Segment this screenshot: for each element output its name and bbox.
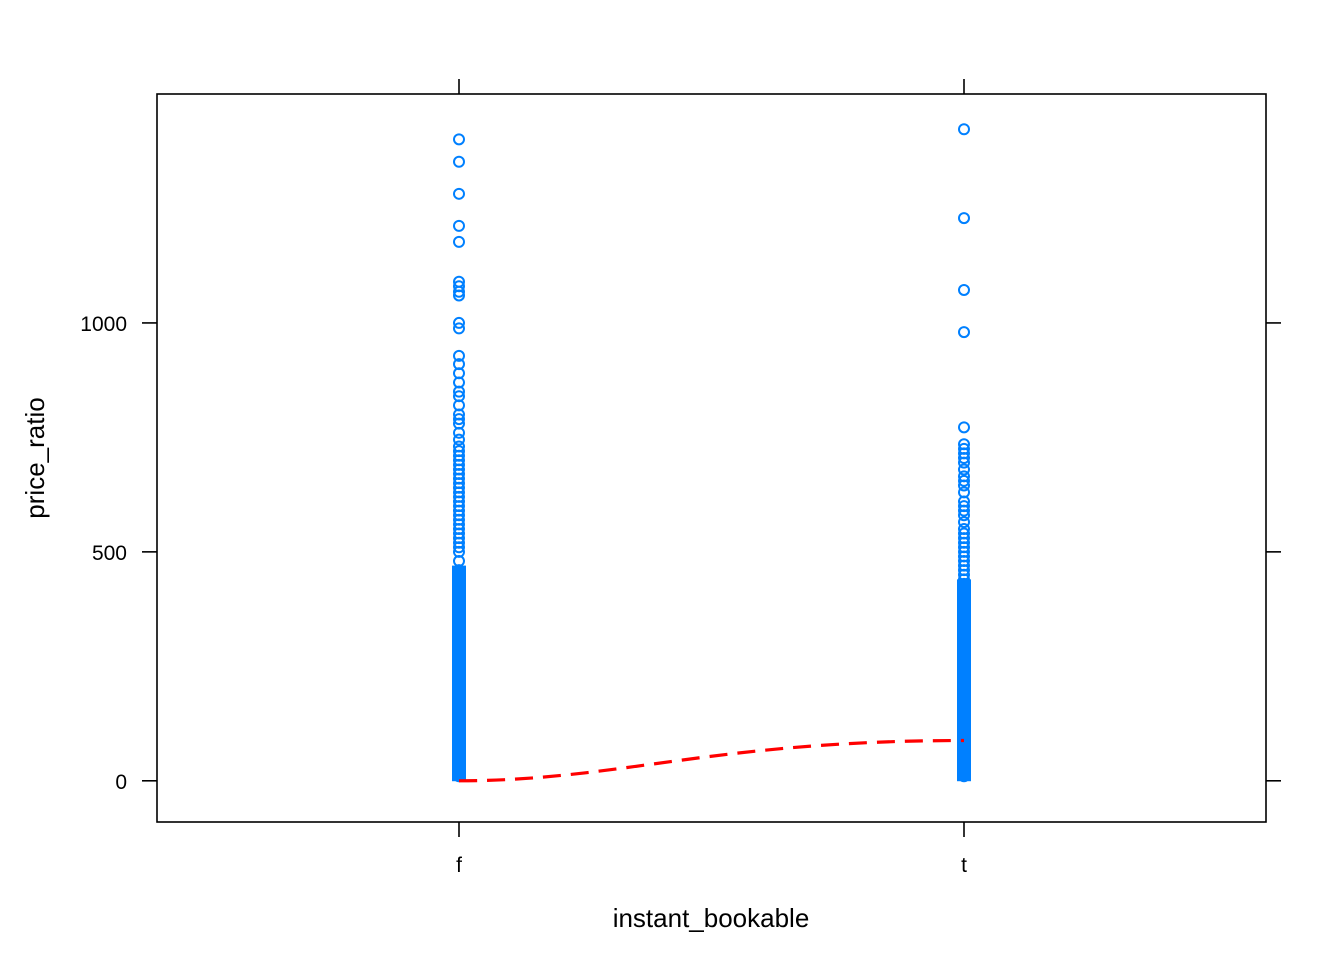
data-point — [958, 504, 970, 517]
dense-points-column — [452, 565, 466, 782]
data-point — [958, 421, 970, 434]
data-point — [453, 235, 465, 248]
x-tick-label: t — [961, 854, 967, 877]
data-point — [958, 516, 970, 529]
data-point — [453, 541, 465, 554]
data-point — [453, 322, 465, 335]
x-axis-title: instant_bookable — [613, 903, 810, 933]
data-point — [453, 426, 465, 439]
data-point — [958, 452, 970, 464]
data-point — [453, 187, 465, 200]
data-point — [958, 463, 970, 476]
data-point — [453, 155, 465, 168]
data-point — [453, 349, 465, 362]
data-point — [453, 133, 465, 146]
axes: 0 500 1000 f t — [80, 79, 1281, 877]
y-tick-label: 1000 — [80, 313, 127, 336]
data-point — [958, 509, 970, 522]
data-point — [453, 433, 465, 446]
trend-line — [458, 738, 965, 783]
data-point — [958, 479, 970, 492]
points-layer — [452, 123, 971, 783]
trend-layer — [458, 738, 965, 783]
plot-frame — [156, 93, 1267, 823]
data-point — [453, 219, 465, 232]
y-tick-label: 500 — [92, 542, 127, 565]
data-point — [453, 289, 465, 302]
data-point — [958, 283, 970, 296]
data-point — [958, 474, 970, 487]
data-point — [958, 212, 970, 225]
data-point — [453, 285, 465, 298]
dense-points-column — [957, 579, 971, 782]
y-axis-title: price_ratio — [20, 397, 50, 518]
data-point — [958, 326, 970, 339]
data-point — [453, 413, 465, 426]
y-tick-label: 0 — [115, 771, 127, 794]
data-point — [453, 316, 465, 329]
data-point — [958, 123, 970, 136]
x-tick-label: f — [456, 854, 462, 877]
data-point — [453, 385, 465, 398]
data-point — [958, 456, 970, 469]
